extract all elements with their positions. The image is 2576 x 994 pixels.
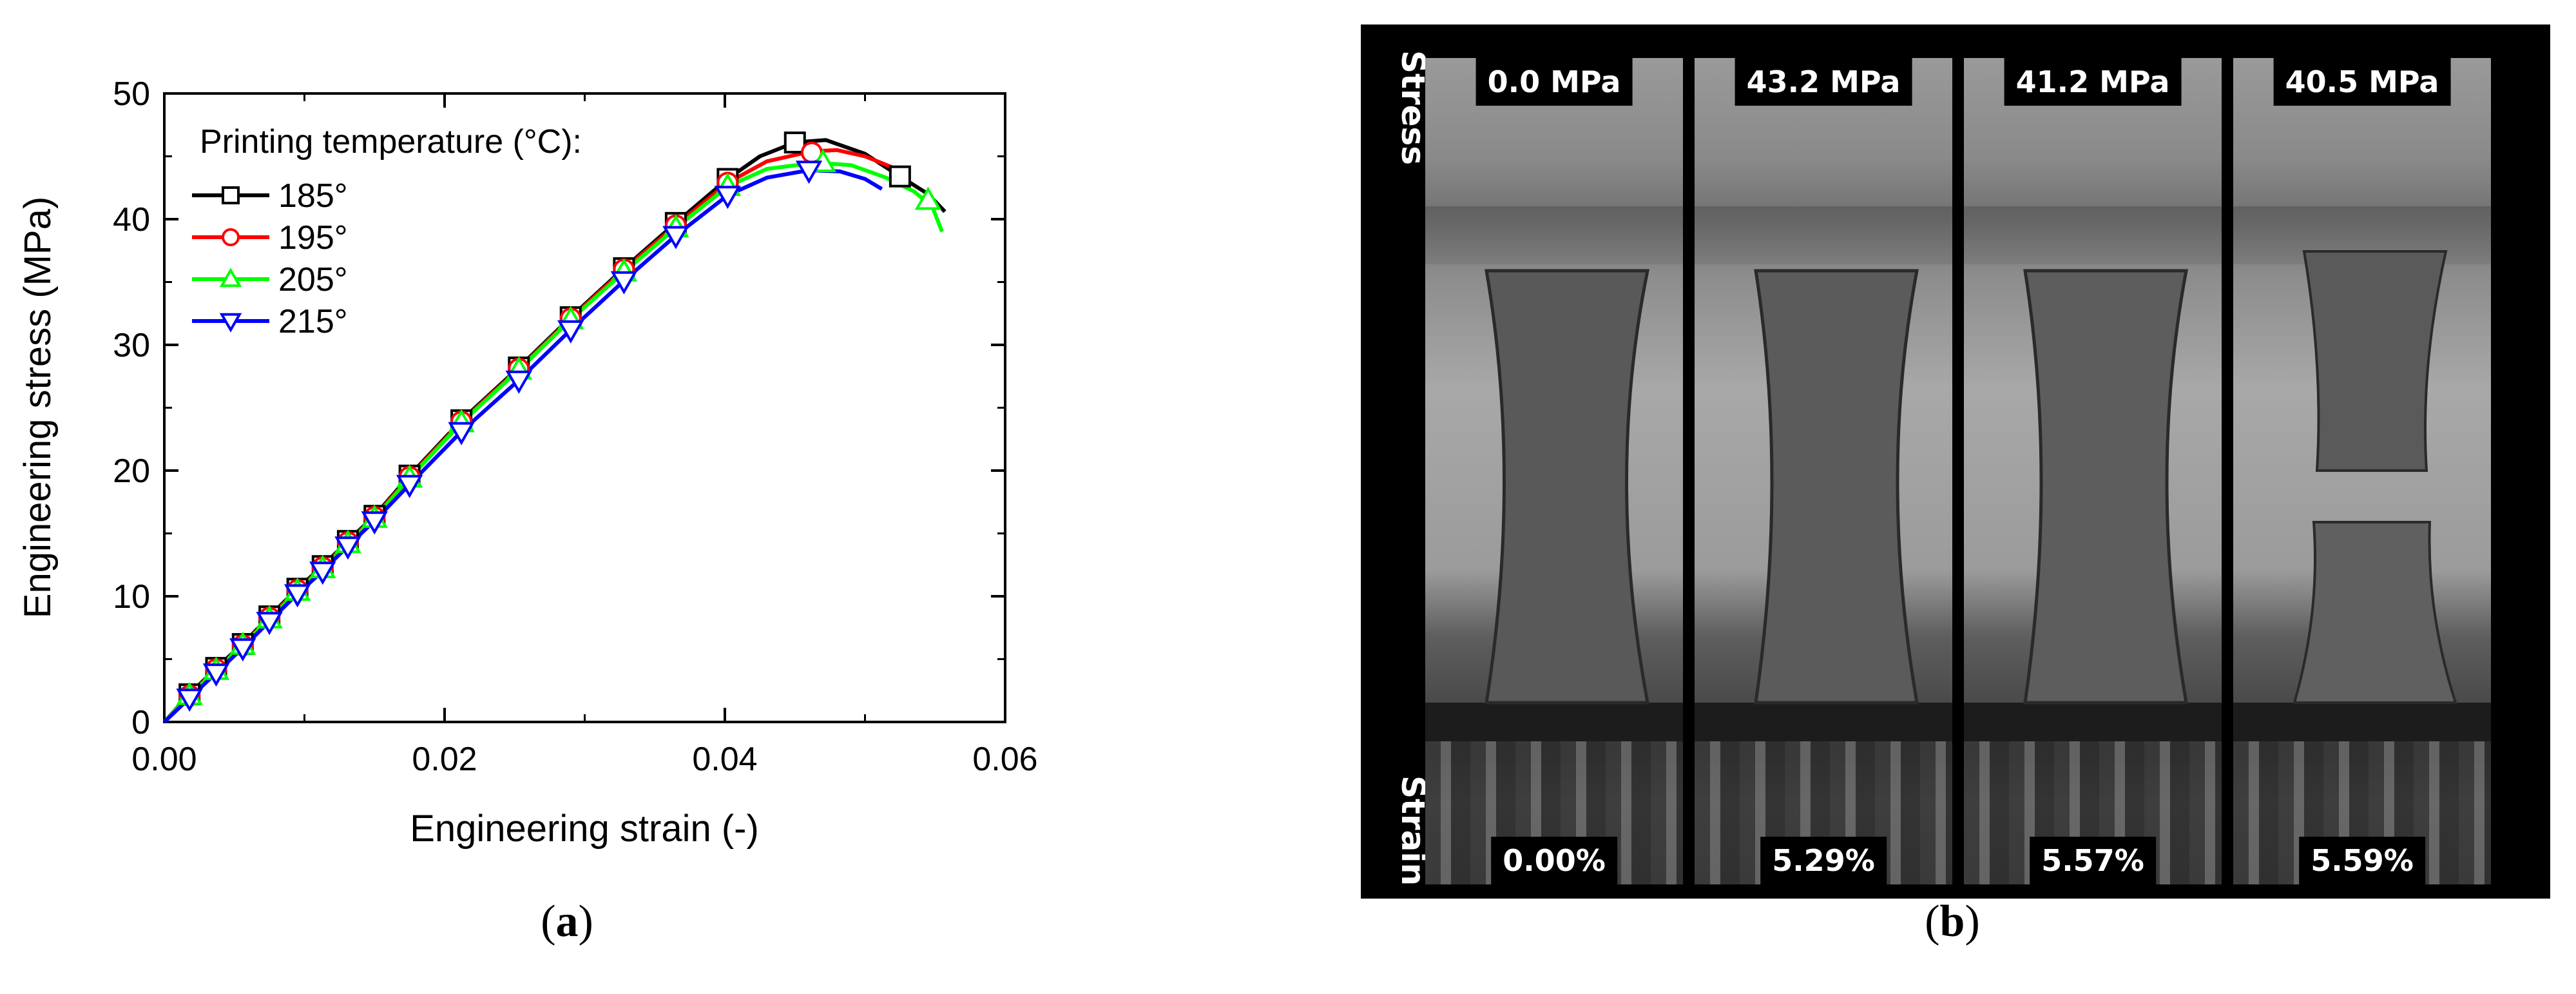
legend-marker [219, 313, 242, 333]
data-point-marker [309, 561, 336, 585]
test-frame-4: 40.5 MPa 5.59% [2233, 58, 2491, 884]
stress-label: 43.2 MPa [1735, 58, 1912, 106]
data-point-marker [361, 511, 388, 535]
x-axis-label: Engineering strain (-) [410, 808, 759, 850]
stress-label: 0.0 MPa [1475, 58, 1633, 106]
strain-label: 5.29% [1760, 837, 1887, 884]
stress-label: 40.5 MPa [2273, 58, 2451, 106]
data-point-marker [334, 536, 361, 560]
data-point-marker [610, 271, 638, 295]
data-point-marker [256, 612, 283, 636]
tensile-test-photo-panel: Stress Strain 0.0 MPa 0.00% 43.2 MPa 5.2… [1361, 24, 2550, 899]
x-tick-label: 0.04 [692, 741, 757, 778]
strain-label: 0.00% [1491, 837, 1617, 884]
y-tick-label: 10 [113, 578, 150, 616]
data-point-marker [714, 186, 742, 210]
legend-entries: 185° 195° 205° 215° [192, 177, 348, 340]
data-point-marker [914, 186, 942, 210]
data-point-marker [795, 161, 823, 184]
panel-caption-a: (a) [541, 897, 593, 946]
legend: Printing temperature (°C): 185° 195° 205° 2… [192, 123, 582, 340]
stress-strain-chart: 0.00 0.02 0.04 0.06 0 10 20 30 40 50 Engineering … [17, 75, 1038, 850]
stress-label: 41.2 MPa [2004, 58, 2182, 106]
data-point-marker [176, 688, 203, 712]
test-frame-2: 43.2 MPa 5.29% [1695, 58, 1952, 884]
data-point-marker [229, 638, 256, 662]
data-point-marker [557, 320, 584, 344]
legend-marker [219, 268, 242, 287]
axis-ticks: 0.00 0.02 0.04 0.06 0 10 20 30 40 50 [113, 75, 1037, 778]
y-tick-label: 50 [113, 75, 150, 113]
y-axis-label: Engineering stress (MPa) [17, 197, 59, 618]
test-frame-1: 0.0 MPa 0.00% [1425, 58, 1683, 884]
y-tick-label: 20 [113, 453, 150, 490]
legend-label: 205° [278, 261, 348, 298]
specimen-image [2023, 269, 2189, 705]
legend-marker [222, 186, 240, 204]
strain-label: 5.59% [2299, 837, 2425, 884]
x-tick-label: 0.06 [972, 741, 1037, 778]
specimen-image [1485, 269, 1650, 705]
y-tick-label: 0 [131, 704, 150, 741]
data-point-marker [284, 584, 311, 608]
legend-label: 185° [278, 177, 348, 215]
data-point-marker [662, 226, 689, 249]
specimen-image [1754, 269, 1919, 705]
series-line-3 [162, 168, 883, 724]
data-point-marker [202, 663, 230, 687]
data-point-marker [448, 422, 475, 445]
y-tick-label: 40 [113, 201, 150, 239]
x-tick-label: 0.00 [131, 741, 197, 778]
legend-title: Printing temperature (°C): [200, 123, 582, 161]
legend-label: 195° [278, 219, 348, 257]
series-line-1 [162, 148, 894, 724]
data-point-marker [396, 474, 423, 498]
y-tick-label: 30 [113, 327, 150, 364]
strain-label: 5.57% [2030, 837, 2156, 884]
legend-label: 215° [278, 303, 348, 340]
legend-marker [222, 228, 240, 246]
x-tick-label: 0.02 [412, 741, 477, 778]
test-frame-3: 41.2 MPa 5.57% [1964, 58, 2222, 884]
fractured-specimen-image [2292, 250, 2457, 704]
data-point-marker [505, 370, 532, 394]
panel-caption-b: (b) [1925, 897, 1980, 946]
data-point-marker [889, 165, 911, 188]
series-markers [176, 132, 942, 712]
data-point-marker [783, 132, 806, 154]
